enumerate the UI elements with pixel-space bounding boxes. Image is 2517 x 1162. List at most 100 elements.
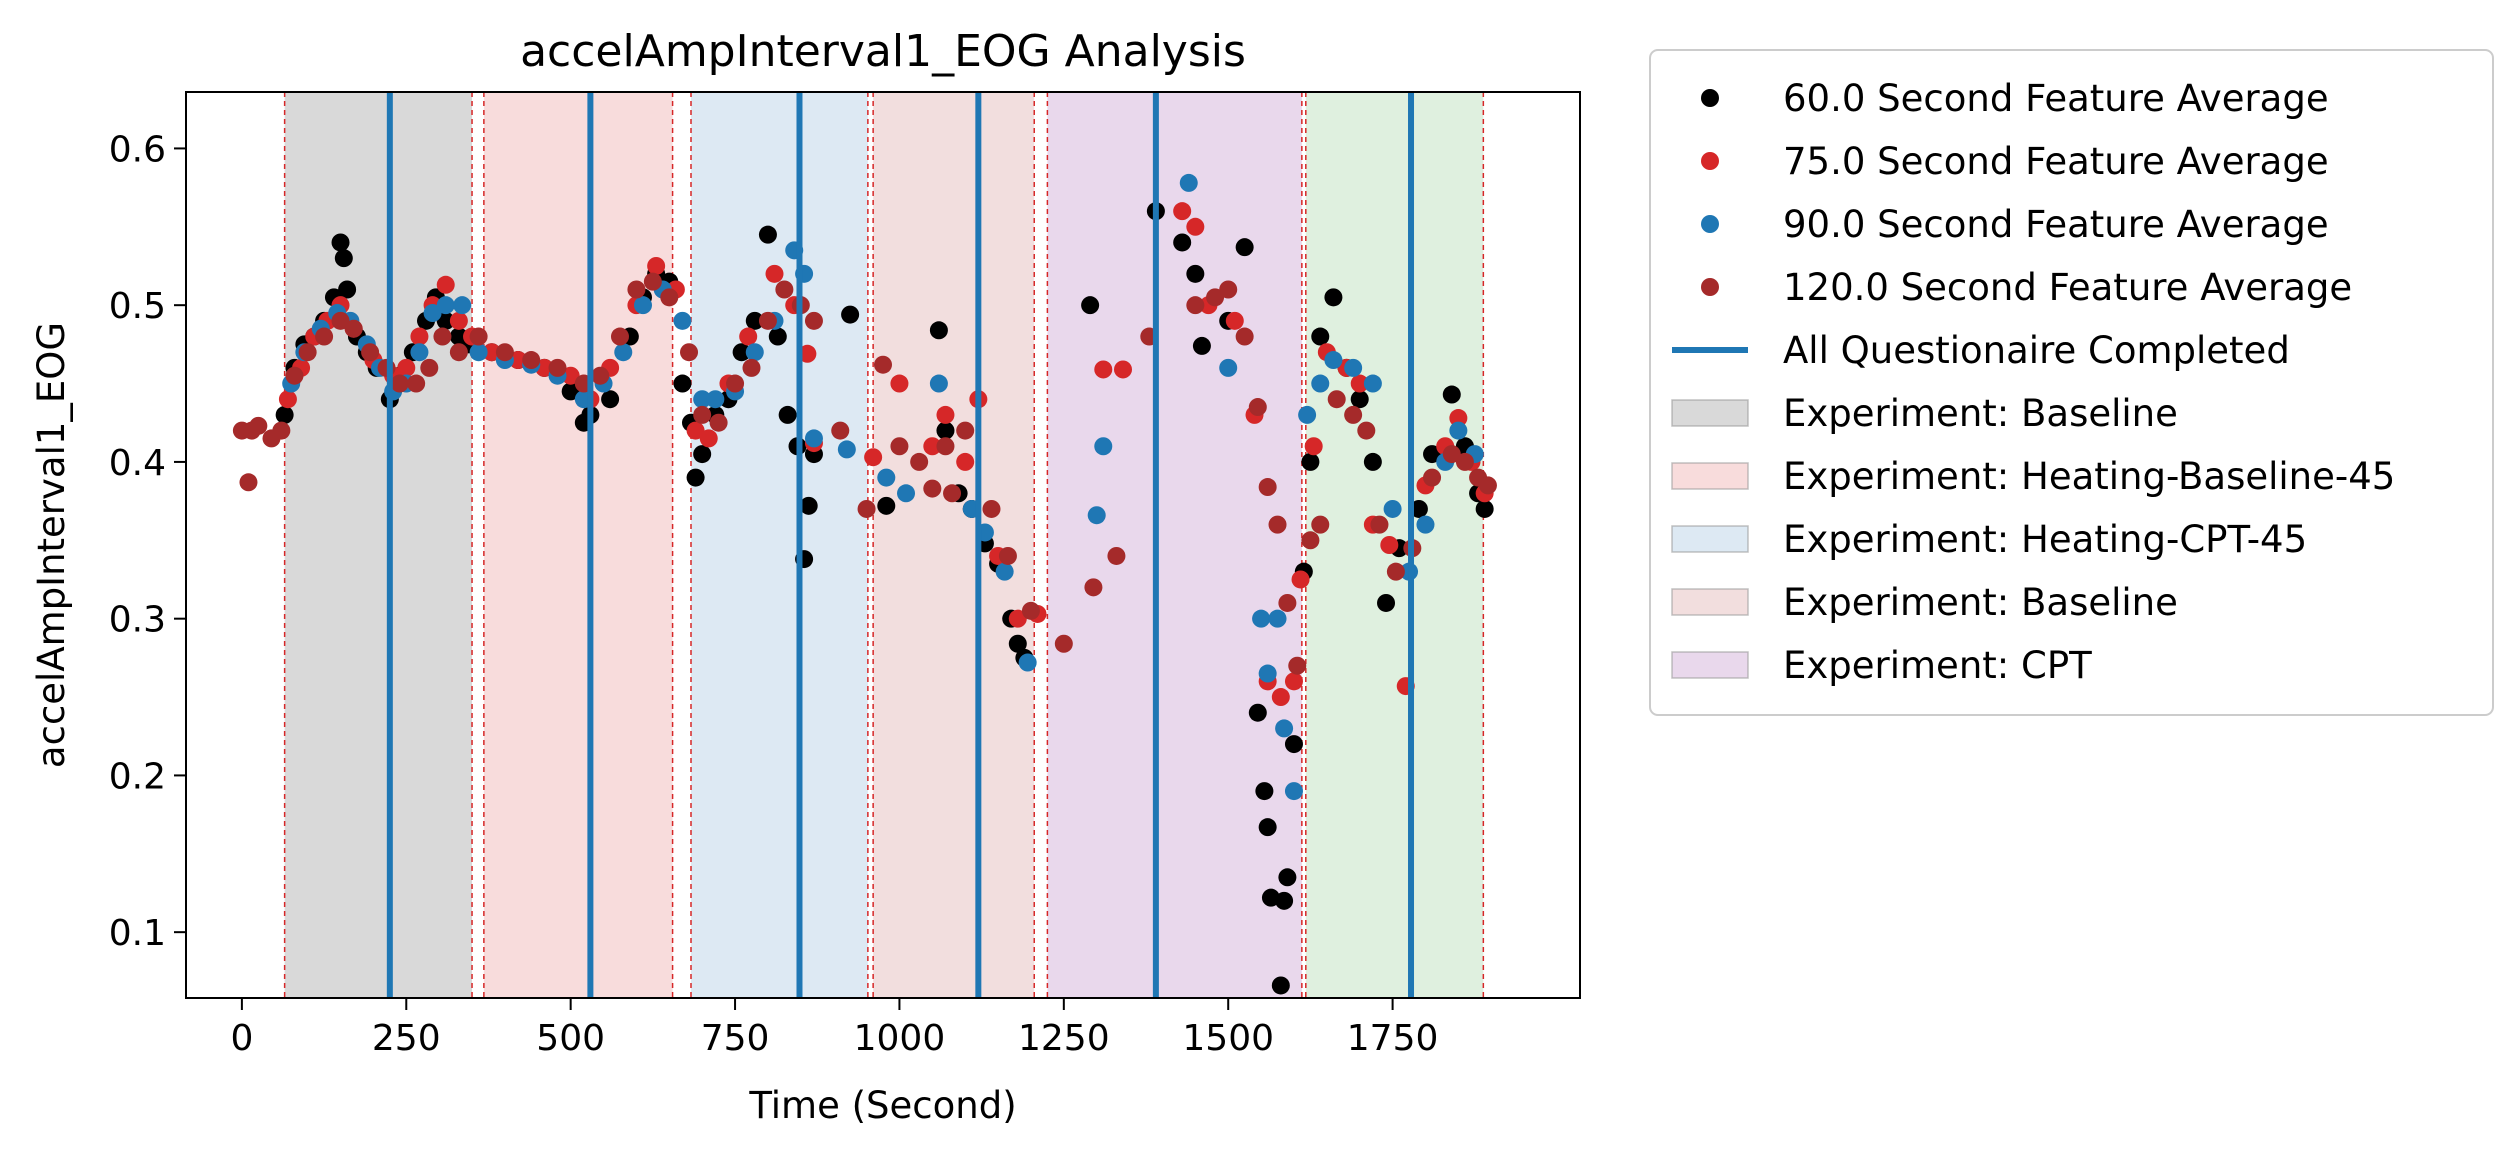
data-point-s3-10: [344, 319, 363, 338]
data-point-s0-61: [1192, 336, 1211, 355]
y-tick-label-3: 0.4: [109, 443, 166, 484]
data-point-s3-39: [874, 355, 892, 374]
data-point-s3-19: [495, 343, 514, 362]
data-point-s3-38: [857, 499, 876, 518]
data-point-s0-40: [768, 327, 787, 346]
data-point-s3-48: [1021, 601, 1040, 620]
data-point-s0-59: [1173, 233, 1192, 252]
data-point-s0-82: [1423, 445, 1442, 464]
data-point-s3-36: [804, 311, 823, 330]
legend-marker-1: [1701, 152, 1719, 170]
data-point-s0-48: [929, 321, 948, 340]
legend-patch-6: [1671, 462, 1749, 490]
data-point-s0-68: [1271, 976, 1290, 995]
legend-label-8: Experiment: Baseline: [1783, 581, 2178, 624]
data-point-s1-56: [1380, 536, 1399, 554]
y-tick-label-5: 0.6: [109, 129, 166, 170]
legend: 60.0 Second Feature Average 75.0 Second F…: [1649, 49, 2494, 716]
data-point-s0-81: [1409, 499, 1428, 518]
data-point-s2-43: [1252, 609, 1271, 628]
data-point-s3-68: [1386, 562, 1405, 581]
data-point-s3-26: [643, 272, 662, 291]
data-point-s1-0: [278, 390, 297, 409]
data-point-s2-50: [1324, 351, 1343, 370]
data-point-s2-47: [1284, 782, 1303, 801]
legend-marker-3: [1701, 278, 1719, 296]
data-point-s0-86: [1475, 499, 1494, 518]
x-tick-label-0: 0: [230, 1018, 253, 1059]
data-point-s2-12: [453, 296, 472, 315]
y-tick-label-4: 0.5: [109, 286, 166, 327]
data-point-s3-31: [726, 374, 745, 393]
legend-label-7: Experiment: Heating-CPT-45: [1783, 518, 2307, 561]
data-point-s0-38: [745, 311, 764, 330]
data-point-s3-8: [315, 327, 334, 346]
data-point-s1-50: [1291, 570, 1310, 589]
data-point-s1-14: [482, 343, 501, 362]
experiment-span-0: [284, 92, 473, 998]
data-point-s3-3: [249, 416, 268, 435]
legend-label-5: Experiment: Baseline: [1783, 392, 2178, 435]
y-axis-label: accelAmpInterval1_EOG: [30, 322, 73, 768]
data-point-s2-24: [706, 390, 725, 409]
data-point-s1-21: [647, 256, 666, 275]
data-point-s3-30: [709, 413, 728, 432]
experiment-span-1: [483, 92, 673, 998]
legend-patch-5: [1671, 399, 1749, 427]
data-point-s2-42: [1219, 358, 1238, 377]
data-point-s3-71: [1442, 445, 1461, 464]
data-point-s1-40: [1094, 360, 1113, 379]
data-point-s2-57: [1449, 421, 1468, 440]
y-tick-label-1: 0.2: [109, 756, 166, 797]
data-point-s1-11: [436, 275, 455, 294]
data-point-s3-34: [775, 280, 794, 299]
data-point-s3-21: [548, 358, 567, 377]
data-point-s0-63: [1235, 238, 1254, 257]
data-point-s3-13: [390, 374, 409, 393]
data-point-s0-49: [936, 421, 955, 440]
data-point-s2-34: [929, 374, 948, 393]
data-point-s2-19: [614, 343, 633, 362]
legend-patch-8: [1671, 588, 1749, 616]
data-point-s2-30: [804, 429, 823, 448]
data-point-s3-27: [660, 288, 679, 307]
data-point-s3-59: [1268, 515, 1287, 534]
y-axis-ticks: 0.1 0.2 0.3 0.4 0.5 0.6: [109, 129, 186, 954]
data-point-s3-66: [1357, 421, 1376, 440]
data-point-s2-31: [837, 440, 856, 459]
data-point-s3-20: [522, 351, 541, 370]
data-point-s3-56: [1235, 327, 1254, 346]
data-point-s3-55: [1219, 280, 1238, 299]
data-point-s1-12: [449, 311, 468, 330]
data-point-s3-60: [1278, 593, 1297, 612]
data-point-s0-74: [1311, 327, 1330, 346]
data-point-s3-54: [1206, 288, 1225, 307]
data-point-s3-62: [1301, 531, 1320, 550]
y-tick-label-2: 0.3: [109, 600, 166, 641]
data-point-s0-66: [1258, 818, 1277, 837]
x-tick-label-1: 250: [372, 1018, 441, 1059]
data-point-s3-15: [420, 358, 439, 377]
data-point-s0-71: [1284, 735, 1303, 754]
data-point-s2-55: [1416, 515, 1435, 534]
data-point-s3-29: [693, 405, 712, 424]
data-point-s2-23: [693, 390, 712, 409]
data-point-s3-49: [1054, 634, 1073, 653]
data-point-s3-24: [610, 327, 629, 346]
chart-title: accelAmpInterval1_EOG Analysis: [520, 26, 1246, 77]
data-point-s1-33: [923, 437, 942, 456]
data-point-s3-1: [239, 473, 258, 492]
x-tick-label-3: 750: [701, 1018, 770, 1059]
data-point-s3-51: [1107, 546, 1126, 565]
legend-label-6: Experiment: Heating-Baseline-45: [1783, 455, 2395, 498]
data-point-s0-69: [1275, 891, 1294, 910]
data-point-s1-54: [1350, 374, 1369, 393]
data-point-s2-39: [1087, 506, 1106, 525]
data-point-s0-8: [338, 280, 357, 299]
data-point-s2-13: [469, 343, 488, 362]
data-point-s3-18: [469, 327, 488, 346]
data-point-s1-31: [864, 448, 883, 467]
data-point-s3-47: [998, 546, 1017, 565]
data-point-s3-25: [627, 280, 646, 299]
x-axis-ticks: 0 250 500 750 1000 1250 1500 1750: [230, 998, 1438, 1059]
